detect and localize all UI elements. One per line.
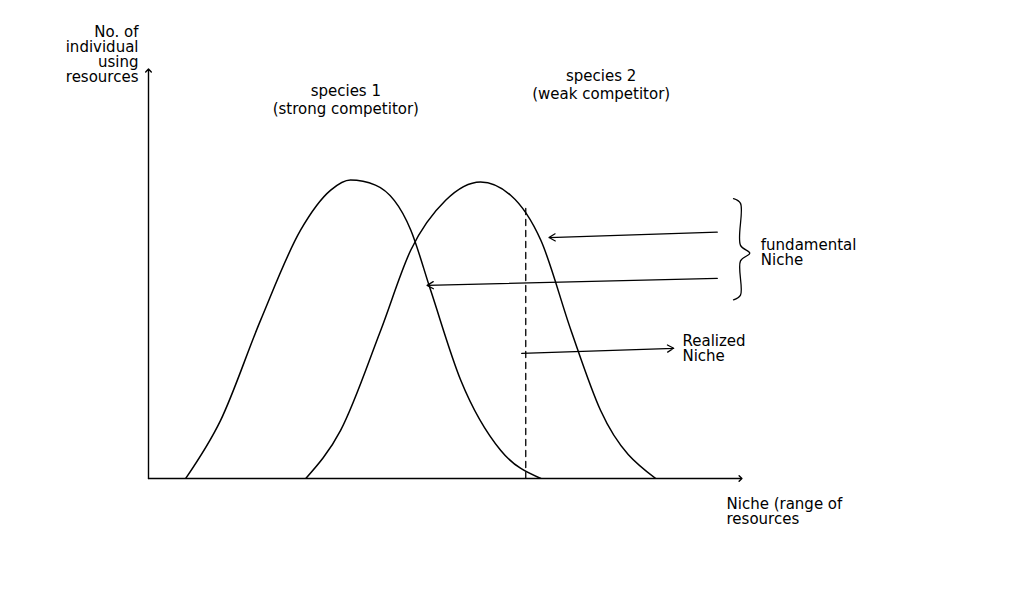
svg-text:No. ofindividualusingresources: No. ofindividualusingresources — [66, 23, 140, 86]
svg-text:species 1: species 1 — [311, 82, 381, 100]
svg-text:(strong competitor): (strong competitor) — [273, 100, 419, 118]
svg-text:species 2: species 2 — [566, 67, 636, 85]
svg-text:fundamentalNiche: fundamentalNiche — [761, 236, 857, 269]
svg-text:(weak competitor): (weak competitor) — [532, 85, 670, 103]
svg-text:Niche (range ofresources: Niche (range ofresources — [727, 495, 844, 528]
svg-text:RealizedNiche: RealizedNiche — [682, 332, 745, 365]
